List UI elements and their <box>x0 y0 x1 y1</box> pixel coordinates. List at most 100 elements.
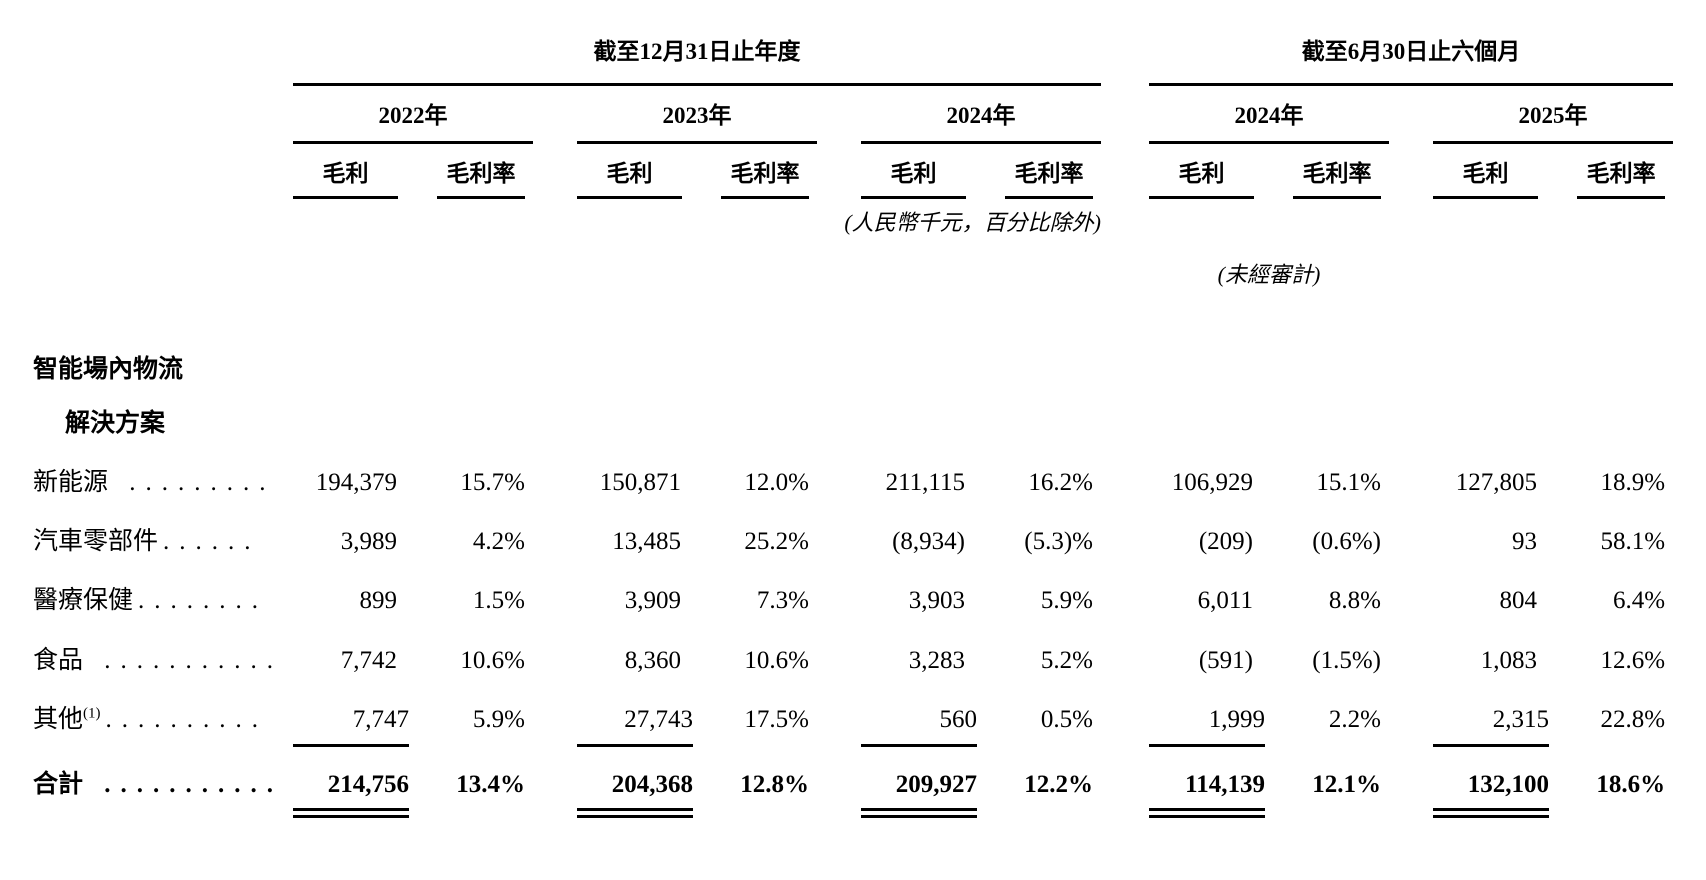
cell-margin: 10.6% <box>460 646 525 674</box>
row-label: 汽車零部件 <box>33 528 159 555</box>
column-header-row: 毛利 毛利率 毛利 毛利率 毛利 毛利率 毛利 毛利率 毛利 毛利率 <box>33 142 1673 200</box>
cell-profit: 3,989 <box>340 528 397 555</box>
table-row: 食品 ........... 7,742 10.6% 8,360 10.6% 3… <box>33 617 1673 676</box>
gap <box>817 557 861 616</box>
cell-margin: 15.1% <box>1316 468 1381 496</box>
cell-margin: 12.0% <box>744 468 809 496</box>
cell-margin: 16.2% <box>1028 468 1093 496</box>
cell-margin: 58.1% <box>1600 528 1666 555</box>
gap <box>533 498 577 557</box>
cell-profit: (591) <box>1198 646 1253 674</box>
col-header-profit: 毛利 <box>1433 142 1571 200</box>
gap <box>1389 747 1433 818</box>
cell-margin: 18.9% <box>1600 468 1666 496</box>
unaudited-note: (未經審計) <box>1217 261 1321 287</box>
year-2024-interim: 2024年 <box>1149 84 1389 144</box>
cell-margin: 15.7% <box>460 468 525 496</box>
gap <box>1389 676 1433 747</box>
cell-margin: 6.4% <box>1612 587 1666 615</box>
cell-profit: 106,929 <box>1171 468 1253 496</box>
cell-total-profit: 132,100 <box>1433 747 1571 819</box>
cell-margin: (5.3)% <box>1024 528 1093 555</box>
cell-profit: 93 <box>1512 528 1537 555</box>
dot-leader: ...... <box>163 528 261 555</box>
cell-total-margin: 13.4% <box>456 771 525 798</box>
gap <box>533 84 577 142</box>
cell-profit: 3,909 <box>624 587 681 615</box>
cell-margin: 5.9% <box>1040 587 1093 615</box>
cell-profit: 150,871 <box>599 468 681 496</box>
cell-profit: 8,360 <box>624 646 681 674</box>
units-note-row: (人民幣千元，百分比除外) <box>33 199 1673 237</box>
corner-cell <box>33 26 293 84</box>
cell-margin: 12.6% <box>1600 646 1666 674</box>
dot-leader: ........... <box>88 771 284 798</box>
subtotal-rule: 1,999 <box>1149 704 1265 747</box>
cell-margin: 8.8% <box>1328 587 1381 615</box>
category-group-row-2: 解決方案 <box>33 386 1673 439</box>
cell-total-profit: 214,756 <box>293 747 431 819</box>
col-header-margin: 毛利率 <box>715 142 817 200</box>
cell-margin: 1.5% <box>472 587 525 615</box>
row-label: 醫療保健 <box>33 587 134 615</box>
table-row: 醫療保健........ 899 1.5% 3,909 7.3% 3,903 5… <box>33 557 1673 616</box>
section-gap <box>1101 747 1149 818</box>
cell-profit: 194,379 <box>315 468 397 496</box>
prospectus-page: 截至12月31日止年度 截至6月30日止六個月 2022年 2023年 2024… <box>33 26 1674 819</box>
year-2025-interim: 2025年 <box>1433 84 1674 144</box>
cell-total-margin: 12.2% <box>1024 771 1093 798</box>
gap <box>817 439 861 498</box>
cell-profit: 3,903 <box>908 587 965 615</box>
col-header-margin: 毛利率 <box>1571 142 1673 200</box>
cell-profit: 804 <box>1499 587 1538 615</box>
section-gap <box>1101 557 1149 616</box>
units-note: (人民幣千元，百分比除外) <box>844 210 1101 236</box>
gap <box>533 142 577 199</box>
cell-profit: (209) <box>1198 528 1253 555</box>
footnote-marker: (1) <box>83 705 101 722</box>
col-header-margin: 毛利率 <box>1287 142 1389 200</box>
year-2022: 2022年 <box>293 84 533 144</box>
gap <box>1389 557 1433 616</box>
section-gap <box>1101 617 1149 676</box>
cell-profit: 1,999 <box>1149 676 1287 747</box>
row-label: 其他 <box>33 705 84 733</box>
cell-margin: 2.2% <box>1328 705 1381 733</box>
section-title-interim: 截至6月30日止六個月 <box>1149 26 1674 86</box>
cell-profit: 1,083 <box>1480 646 1537 674</box>
category-group-row-1: 智能場內物流 <box>33 288 1673 385</box>
category-group-line2: 解決方案 <box>65 409 166 437</box>
col-header-profit: 毛利 <box>1149 142 1287 200</box>
cell-profit: 899 <box>359 587 398 615</box>
cell-margin: 10.6% <box>744 646 809 674</box>
gap <box>817 617 861 676</box>
cell-profit: 7,747 <box>293 676 431 747</box>
cell-margin: (1.5%) <box>1312 646 1381 674</box>
gap <box>817 676 861 747</box>
gap <box>533 747 577 818</box>
year-2024: 2024年 <box>861 84 1101 144</box>
cell-total-margin: 12.8% <box>740 771 809 798</box>
cell-profit: 6,011 <box>1197 587 1253 615</box>
year-2023: 2023年 <box>577 84 817 144</box>
subtotal-rule: 27,743 <box>577 704 693 747</box>
cell-profit: 7,742 <box>340 646 397 674</box>
col-header-profit: 毛利 <box>577 142 715 200</box>
cell-profit: 127,805 <box>1455 468 1537 496</box>
cell-profit: 27,743 <box>577 676 715 747</box>
cell-margin: 0.5% <box>1040 705 1093 733</box>
row-label: 合計 <box>33 771 84 798</box>
gap <box>1389 142 1433 199</box>
cell-profit: 211,115 <box>885 468 965 496</box>
cell-margin: 5.9% <box>472 705 525 733</box>
dot-leader: ......... <box>113 468 276 496</box>
section-gap <box>1101 84 1149 142</box>
section-title-annual: 截至12月31日止年度 <box>293 26 1101 86</box>
cell-margin: 4.2% <box>472 528 525 555</box>
table-row: 新能源 ......... 194,379 15.7% 150,871 12.0… <box>33 439 1673 498</box>
cell-margin: 17.5% <box>744 705 809 733</box>
section-header-row: 截至12月31日止年度 截至6月30日止六個月 <box>33 26 1674 86</box>
dot-leader: .......... <box>105 705 269 733</box>
total-double-rule: 132,100 <box>1433 769 1549 819</box>
gap <box>533 617 577 676</box>
